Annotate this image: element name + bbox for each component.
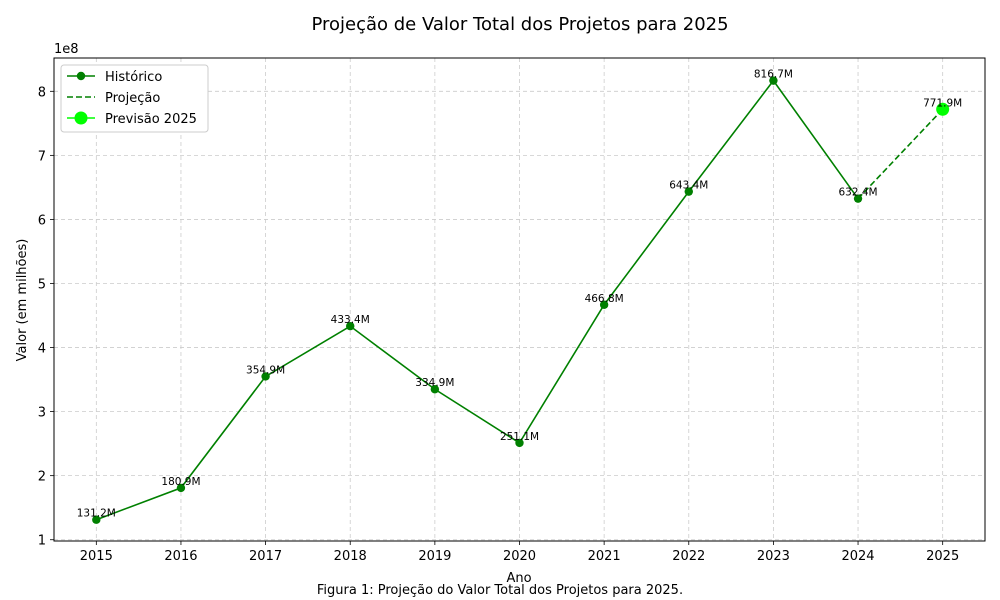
legend-historico-marker (76, 71, 86, 81)
legend-label: Histórico (105, 70, 162, 85)
legend: Histórico Projeção Previsão 2025 (60, 64, 209, 133)
x-tick-label: 2017 (249, 549, 282, 564)
x-tick-label: 2020 (503, 549, 536, 564)
historico-point (769, 76, 778, 85)
data-label: 131.2M (77, 508, 116, 520)
projecao-line (857, 108, 944, 200)
historico-point (515, 438, 524, 448)
grid-lines (54, 58, 985, 541)
data-label: 643.4M (669, 180, 708, 192)
data-labels: 131.2M 180.9M 354.9M 433.4M 334.9M 251.1M 466.… (77, 69, 962, 520)
data-label: 334.9M (415, 377, 454, 389)
legend-box (60, 64, 209, 133)
x-tick-label: 2022 (672, 549, 705, 564)
data-label: 354.9M (246, 364, 285, 376)
x-tick-label: 2018 (334, 549, 367, 564)
data-label: 433.4M (331, 314, 370, 326)
data-label: 180.9M (161, 476, 200, 488)
x-tick-label: 2019 (418, 549, 451, 564)
y-tick-label: 4 (38, 342, 46, 357)
data-label: 251.1M (500, 431, 539, 443)
data-label: 771.9M (923, 97, 962, 109)
data-label: 466.8M (585, 293, 624, 305)
historico-point (430, 385, 440, 394)
y-tick-label: 1 (38, 534, 46, 549)
historico-point (684, 187, 693, 196)
y-tick-label: 7 (38, 149, 46, 164)
historico-point (176, 483, 186, 493)
chart-title: Projeção de Valor Total dos Projetos par… (311, 14, 728, 35)
x-tick-label: 2025 (926, 549, 959, 564)
y-tick-label: 2 (38, 470, 46, 485)
y-tick-label: 6 (38, 213, 46, 228)
data-label: 632.4M (838, 187, 877, 199)
axis-ticks: 2015 2016 2017 2018 2019 2020 2021 2022 2023 2024… (38, 85, 960, 564)
y-offset-label: 1e8 (54, 42, 79, 57)
historico-point (599, 300, 609, 309)
historico-point (261, 372, 270, 381)
x-tick-label: 2016 (164, 549, 197, 564)
historico-point (92, 515, 101, 524)
y-axis-label: Valor (em milhões) (15, 239, 30, 362)
y-tick-label: 5 (38, 277, 46, 292)
historico-line (96, 79, 859, 521)
figure-caption: Figura 1: Projeção do Valor Total dos Pr… (317, 583, 683, 598)
x-tick-label: 2015 (80, 549, 113, 564)
x-tick-label: 2024 (841, 549, 874, 564)
historico-point (346, 321, 355, 331)
x-axis-label: Ano (506, 571, 531, 586)
y-tick-label: 3 (38, 406, 46, 421)
y-tick-label: 8 (38, 85, 46, 100)
previsao-2025-point (936, 102, 950, 116)
x-tick-label: 2023 (757, 549, 790, 564)
x-tick-label: 2021 (588, 549, 621, 564)
legend-label: Previsão 2025 (105, 112, 197, 127)
legend-label: Projeção (105, 91, 160, 106)
data-label: 816.7M (754, 69, 793, 81)
series-lines (92, 76, 950, 524)
legend-previsao-marker (74, 111, 88, 125)
